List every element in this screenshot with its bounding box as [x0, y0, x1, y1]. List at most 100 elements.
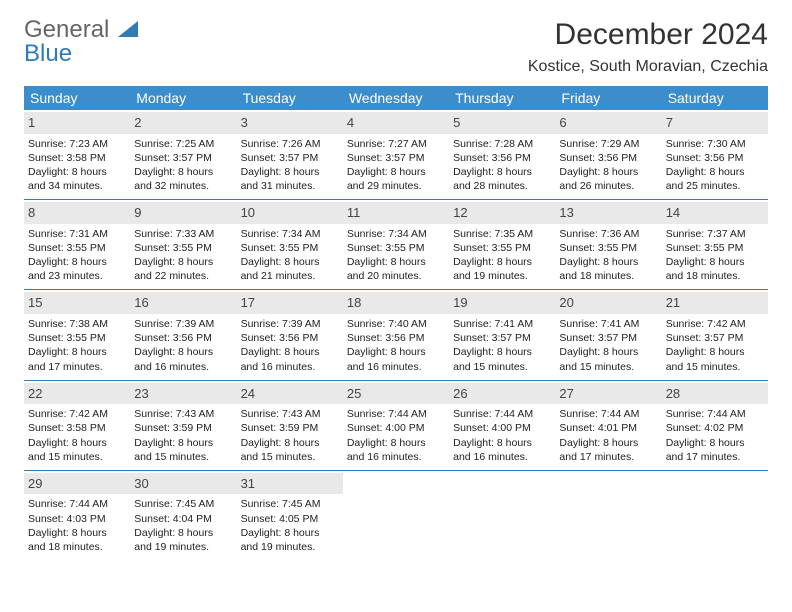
day-number: 18	[343, 292, 449, 314]
daylight-line: and 18 minutes.	[28, 540, 126, 554]
header: General Blue December 2024 Kostice, Sout…	[24, 18, 768, 76]
day-number: 6	[555, 112, 661, 134]
sunrise-line: Sunrise: 7:27 AM	[347, 137, 445, 151]
day-header: Sunday	[24, 86, 130, 110]
sunrise-line: Sunrise: 7:30 AM	[666, 137, 764, 151]
calendar-day-cell: 11Sunrise: 7:34 AMSunset: 3:55 PMDayligh…	[343, 200, 449, 290]
day-number: 8	[24, 202, 130, 224]
sunset-line: Sunset: 4:02 PM	[666, 421, 764, 435]
daylight-line: Daylight: 8 hours	[241, 345, 339, 359]
daylight-line: and 26 minutes.	[559, 179, 657, 193]
daylight-line: Daylight: 8 hours	[666, 436, 764, 450]
daylight-line: and 20 minutes.	[347, 269, 445, 283]
calendar-day-cell: 28 Sunrise: 7:44 AMSunset: 4:02 PMDayligh…	[662, 380, 768, 470]
calendar-day-cell: 26Sunrise: 7:44 AMSunset: 4:00 PMDayligh…	[449, 380, 555, 470]
sunset-line: Sunset: 3:58 PM	[28, 421, 126, 435]
day-number: 21	[662, 292, 768, 314]
calendar-day-cell: 22Sunrise: 7:42 AMSunset: 3:58 PMDayligh…	[24, 380, 130, 470]
daylight-line: Daylight: 8 hours	[347, 436, 445, 450]
daylight-line: Daylight: 8 hours	[28, 345, 126, 359]
daylight-line: and 15 minutes.	[241, 450, 339, 464]
daylight-line: and 17 minutes.	[666, 450, 764, 464]
day-number: 4	[343, 112, 449, 134]
sunrise-line: Sunrise: 7:44 AM	[559, 407, 657, 421]
daylight-line: and 28 minutes.	[453, 179, 551, 193]
daylight-line: and 29 minutes.	[347, 179, 445, 193]
daylight-line: and 23 minutes.	[28, 269, 126, 283]
sunset-line: Sunset: 3:57 PM	[347, 151, 445, 165]
calendar-day-cell: 2Sunrise: 7:25 AMSunset: 3:57 PMDaylight…	[130, 110, 236, 200]
sunset-line: Sunset: 3:58 PM	[28, 151, 126, 165]
sunset-line: Sunset: 3:56 PM	[347, 331, 445, 345]
daylight-line: and 32 minutes.	[134, 179, 232, 193]
day-number: 3	[237, 112, 343, 134]
sunrise-line: Sunrise: 7:44 AM	[453, 407, 551, 421]
daylight-line: and 16 minutes.	[453, 450, 551, 464]
daylight-line: and 17 minutes.	[559, 450, 657, 464]
day-number: 22	[24, 383, 130, 405]
calendar-day-cell: 19Sunrise: 7:41 AMSunset: 3:57 PMDayligh…	[449, 290, 555, 380]
day-number: 27	[555, 383, 661, 405]
sunrise-line: Sunrise: 7:41 AM	[453, 317, 551, 331]
calendar-day-cell: 4 Sunrise: 7:27 AMSunset: 3:57 PMDaylight…	[343, 110, 449, 200]
sunset-line: Sunset: 3:55 PM	[347, 241, 445, 255]
calendar-day-cell: 1Sunrise: 7:23 AMSunset: 3:58 PMDaylight…	[24, 110, 130, 200]
sunset-line: Sunset: 4:05 PM	[241, 512, 339, 526]
sunset-line: Sunset: 3:57 PM	[453, 331, 551, 345]
daylight-line: Daylight: 8 hours	[134, 165, 232, 179]
calendar-day-cell: 14Sunrise: 7:37 AMSunset: 3:55 PMDayligh…	[662, 200, 768, 290]
day-number: 30	[130, 473, 236, 495]
sunset-line: Sunset: 3:55 PM	[28, 241, 126, 255]
sunset-line: Sunset: 3:59 PM	[241, 421, 339, 435]
sunset-line: Sunset: 3:56 PM	[453, 151, 551, 165]
daylight-line: Daylight: 8 hours	[666, 165, 764, 179]
sunset-line: Sunset: 3:55 PM	[134, 241, 232, 255]
sunset-line: Sunset: 4:00 PM	[453, 421, 551, 435]
calendar-week-row: 15Sunrise: 7:38 AMSunset: 3:55 PMDayligh…	[24, 290, 768, 380]
sunset-line: Sunset: 4:04 PM	[134, 512, 232, 526]
daylight-line: and 31 minutes.	[241, 179, 339, 193]
calendar-day-cell	[449, 470, 555, 560]
daylight-line: and 18 minutes.	[666, 269, 764, 283]
daylight-line: and 16 minutes.	[347, 450, 445, 464]
sunset-line: Sunset: 3:56 PM	[666, 151, 764, 165]
calendar-day-cell: 18Sunrise: 7:40 AMSunset: 3:56 PMDayligh…	[343, 290, 449, 380]
daylight-line: and 16 minutes.	[241, 360, 339, 374]
daylight-line: and 17 minutes.	[28, 360, 126, 374]
sunrise-line: Sunrise: 7:39 AM	[134, 317, 232, 331]
daylight-line: Daylight: 8 hours	[347, 165, 445, 179]
day-number: 16	[130, 292, 236, 314]
day-header: Monday	[130, 86, 236, 110]
sunrise-line: Sunrise: 7:34 AM	[347, 227, 445, 241]
daylight-line: Daylight: 8 hours	[134, 436, 232, 450]
daylight-line: Daylight: 8 hours	[347, 255, 445, 269]
brand-logo: General Blue	[24, 18, 138, 66]
calendar-day-cell: 10Sunrise: 7:34 AMSunset: 3:55 PMDayligh…	[237, 200, 343, 290]
sunrise-line: Sunrise: 7:44 AM	[347, 407, 445, 421]
sunset-line: Sunset: 3:57 PM	[666, 331, 764, 345]
sunrise-line: Sunrise: 7:26 AM	[241, 137, 339, 151]
daylight-line: and 15 minutes.	[453, 360, 551, 374]
day-number: 10	[237, 202, 343, 224]
day-header: Tuesday	[237, 86, 343, 110]
daylight-line: Daylight: 8 hours	[28, 165, 126, 179]
daylight-line: Daylight: 8 hours	[453, 165, 551, 179]
calendar-week-row: 8Sunrise: 7:31 AMSunset: 3:55 PMDaylight…	[24, 200, 768, 290]
day-number: 1	[24, 112, 130, 134]
sunrise-line: Sunrise: 7:44 AM	[666, 407, 764, 421]
daylight-line: Daylight: 8 hours	[666, 255, 764, 269]
calendar-day-cell: 7Sunrise: 7:30 AMSunset: 3:56 PMDaylight…	[662, 110, 768, 200]
sunrise-line: Sunrise: 7:41 AM	[559, 317, 657, 331]
daylight-line: Daylight: 8 hours	[28, 436, 126, 450]
calendar-day-cell: 12Sunrise: 7:35 AMSunset: 3:55 PMDayligh…	[449, 200, 555, 290]
calendar-day-cell: 21Sunrise: 7:42 AMSunset: 3:57 PMDayligh…	[662, 290, 768, 380]
daylight-line: and 15 minutes.	[666, 360, 764, 374]
daylight-line: and 19 minutes.	[453, 269, 551, 283]
sunset-line: Sunset: 3:55 PM	[666, 241, 764, 255]
daylight-line: and 21 minutes.	[241, 269, 339, 283]
sunrise-line: Sunrise: 7:42 AM	[666, 317, 764, 331]
daylight-line: Daylight: 8 hours	[134, 255, 232, 269]
day-number: 28	[662, 383, 768, 405]
day-header: Wednesday	[343, 86, 449, 110]
day-number: 5	[449, 112, 555, 134]
